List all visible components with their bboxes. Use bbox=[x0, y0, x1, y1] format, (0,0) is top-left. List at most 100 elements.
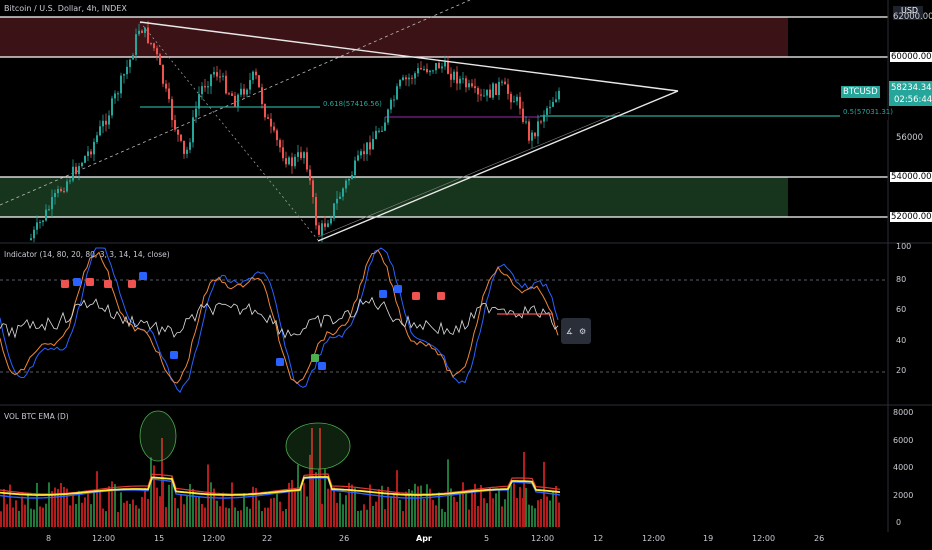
candle bbox=[204, 78, 206, 92]
volume-bar bbox=[273, 497, 275, 527]
candle bbox=[435, 62, 437, 74]
time-label: 26 bbox=[339, 534, 350, 543]
volume-bar bbox=[120, 492, 122, 527]
signal-marker bbox=[170, 351, 178, 359]
current-price: 58234.34 bbox=[891, 83, 932, 93]
volume-bar bbox=[342, 504, 344, 527]
volume-bar bbox=[414, 483, 416, 527]
volume-bar bbox=[423, 499, 425, 527]
candle bbox=[555, 91, 557, 103]
candle bbox=[336, 191, 338, 210]
candle bbox=[417, 63, 419, 77]
volume-bar bbox=[189, 483, 191, 527]
volume-bar bbox=[480, 485, 482, 527]
candle bbox=[522, 101, 524, 124]
candle bbox=[108, 110, 110, 129]
candle bbox=[525, 116, 527, 125]
volume-highlight-ellipse bbox=[139, 410, 177, 462]
volume-bar bbox=[96, 471, 98, 527]
volume-label[interactable]: VOL BTC EMA (D) bbox=[4, 412, 69, 421]
gear-icon[interactable]: ⚙ bbox=[579, 326, 587, 336]
candle bbox=[90, 148, 92, 158]
volume-bar bbox=[186, 494, 188, 527]
level-lines bbox=[0, 16, 888, 218]
candle bbox=[501, 79, 503, 86]
volume-bar bbox=[399, 499, 401, 527]
volume-bar bbox=[159, 496, 161, 527]
volume-bar bbox=[192, 488, 194, 527]
volume-bar bbox=[498, 490, 500, 527]
volume-bar bbox=[135, 505, 137, 527]
current-symbol: BTCUSD bbox=[841, 86, 880, 98]
candle bbox=[324, 215, 326, 231]
candle bbox=[234, 91, 236, 107]
vol-axis-2000: 2000 bbox=[893, 491, 914, 500]
candle bbox=[471, 79, 473, 89]
volume-bar bbox=[378, 489, 380, 527]
candle bbox=[498, 77, 500, 100]
volume-bar bbox=[345, 495, 347, 527]
volume-bar bbox=[252, 486, 254, 527]
volume-bar bbox=[501, 506, 503, 527]
candle bbox=[552, 97, 554, 108]
volume-bar bbox=[105, 511, 107, 527]
volume-bar bbox=[126, 500, 128, 527]
candle bbox=[117, 91, 119, 102]
candle bbox=[60, 186, 62, 193]
volume-bar bbox=[216, 500, 218, 527]
candle bbox=[57, 185, 59, 198]
volume-bar bbox=[327, 488, 329, 527]
volume-bar bbox=[486, 503, 488, 527]
volume-bar bbox=[201, 504, 203, 527]
candle bbox=[528, 118, 530, 144]
candle bbox=[192, 110, 194, 148]
time-label: 22 bbox=[262, 534, 273, 543]
candle bbox=[153, 42, 155, 52]
candle bbox=[375, 125, 377, 140]
volume-bar bbox=[6, 504, 8, 527]
volume-bar bbox=[546, 496, 548, 527]
volume-bar bbox=[531, 505, 533, 527]
candle bbox=[63, 187, 65, 194]
volume-bar bbox=[210, 482, 212, 527]
signal-marker bbox=[394, 285, 402, 293]
volume-bar bbox=[258, 500, 260, 527]
price-label-56000: 56000 bbox=[896, 133, 924, 143]
oscillator-lines bbox=[0, 247, 559, 394]
signal-marker bbox=[61, 280, 69, 288]
candle bbox=[246, 88, 248, 98]
time-label: 12 bbox=[593, 534, 604, 543]
drawing-tools[interactable]: ∡ ⚙ bbox=[561, 318, 591, 344]
candle bbox=[69, 177, 71, 185]
volume-bar bbox=[474, 483, 476, 527]
candle bbox=[81, 161, 83, 168]
candle bbox=[132, 52, 134, 60]
signal-marker bbox=[104, 280, 112, 288]
volume-bar bbox=[3, 488, 5, 527]
oscillator-label[interactable]: Indicator (14, 80, 20, 80, 3, 3, 14, 14,… bbox=[4, 250, 170, 259]
candle bbox=[297, 144, 299, 162]
candle bbox=[177, 129, 179, 142]
currency-label[interactable]: USD bbox=[901, 6, 919, 15]
candle bbox=[249, 72, 251, 95]
volume-bar bbox=[171, 475, 173, 527]
candle bbox=[210, 73, 212, 94]
candle bbox=[207, 81, 209, 94]
volume-bar bbox=[147, 498, 149, 527]
volume-bar bbox=[324, 469, 326, 527]
candle bbox=[462, 72, 464, 84]
candle bbox=[30, 233, 32, 241]
volume-bar bbox=[549, 500, 551, 527]
candle bbox=[348, 177, 350, 186]
chart-title[interactable]: Bitcoin / U.S. Dollar, 4h, INDEX bbox=[4, 4, 127, 13]
candle bbox=[129, 58, 131, 74]
ruler-icon[interactable]: ∡ bbox=[565, 326, 573, 336]
volume-bar bbox=[534, 508, 536, 527]
candle bbox=[339, 192, 341, 200]
candle bbox=[405, 74, 407, 86]
signal-marker bbox=[73, 278, 81, 286]
volume-bar bbox=[537, 500, 539, 527]
candle bbox=[510, 91, 512, 110]
volume-bar bbox=[129, 503, 131, 527]
